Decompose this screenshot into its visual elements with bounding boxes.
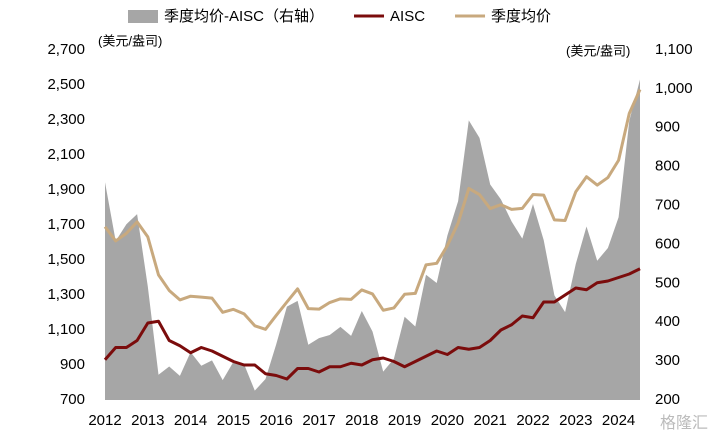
y-tick-label: 1,900: [47, 181, 85, 198]
x-tick-label: 2022: [516, 412, 549, 429]
y2-tick-label: 400: [655, 313, 680, 330]
y-tick-label: 900: [60, 356, 85, 373]
y-tick-label: 2,100: [47, 146, 85, 163]
x-tick-label: 2016: [260, 412, 293, 429]
x-tick-label: 2024: [602, 412, 635, 429]
y-tick-label: 2,700: [47, 41, 85, 58]
x-tick-label: 2019: [388, 412, 421, 429]
y-tick-label: 700: [60, 391, 85, 408]
y-tick-label: 2,300: [47, 111, 85, 128]
x-tick-label: 2020: [431, 412, 464, 429]
watermark: 格隆汇: [660, 414, 708, 432]
y-tick-label: 1,500: [47, 251, 85, 268]
x-tick-label: 2017: [302, 412, 335, 429]
legend-label: 季度均价-AISC（右轴）: [164, 8, 324, 25]
right-unit: (美元/盎司): [566, 43, 630, 58]
y2-tick-label: 300: [655, 352, 680, 369]
y2-tick-label: 800: [655, 158, 680, 175]
x-tick-label: 2012: [88, 412, 121, 429]
x-tick-label: 2023: [559, 412, 592, 429]
x-tick-label: 2021: [474, 412, 507, 429]
y2-tick-label: 1,100: [655, 41, 693, 58]
y2-tick-label: 200: [655, 391, 680, 408]
x-tick-label: 2015: [217, 412, 250, 429]
y-tick-label: 1,300: [47, 286, 85, 303]
y2-tick-label: 1,000: [655, 80, 693, 97]
y-tick-label: 1,100: [47, 321, 85, 338]
line: [103, 88, 642, 331]
y-tick-label: 1,700: [47, 216, 85, 233]
area: [105, 79, 640, 401]
legend-label: AISC: [390, 8, 425, 25]
left-unit: (美元/盎司): [98, 33, 162, 48]
y2-tick-label: 600: [655, 235, 680, 252]
line: [103, 267, 641, 381]
y2-tick-label: 700: [655, 197, 680, 214]
x-tick-label: 2018: [345, 412, 378, 429]
legend-swatch: [128, 10, 158, 23]
x-tick-label: 2014: [174, 412, 207, 429]
x-tick-label: 2013: [131, 412, 164, 429]
y2-tick-label: 500: [655, 274, 680, 291]
y2-tick-label: 900: [655, 119, 680, 136]
y-tick-label: 2,500: [47, 76, 85, 93]
legend-label: 季度均价: [491, 8, 551, 25]
